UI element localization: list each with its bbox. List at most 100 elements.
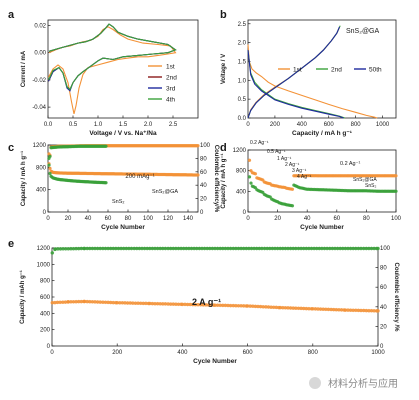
y-tick-label-e: 400: [40, 311, 51, 317]
x-tick-label-b: 200: [270, 122, 281, 128]
x-tick-label-a: 0.5: [69, 122, 78, 128]
x-tick-label-e: 0: [50, 350, 54, 356]
x-tick-label-b: 600: [324, 122, 335, 128]
y-tick-label-d: 400: [236, 189, 247, 195]
series-point-d: [290, 204, 295, 208]
series-point-d: [247, 175, 252, 179]
y2-tick-label-c: 40: [200, 183, 207, 189]
panel-letter-c: c: [8, 142, 14, 154]
y2-tick-label-c: 80: [200, 156, 207, 162]
x-tick-label-a: 2.5: [169, 122, 178, 128]
x-tick-label-c: 40: [85, 216, 92, 222]
series-line-b: [247, 50, 344, 119]
x-axis-label-c: Cycle Number: [101, 224, 145, 231]
series-point-d: [249, 181, 253, 185]
y-tick-label-e: 1200: [37, 246, 51, 252]
series-point-c: [48, 171, 52, 176]
series-point-d: [394, 189, 398, 193]
y-tick-label-c: 0: [43, 210, 47, 216]
y-axis-label-d: Capacity / mA h g⁻¹: [220, 153, 227, 208]
series-point-d: [290, 187, 295, 191]
x-tick-label-a: 2.0: [144, 122, 153, 128]
legend-label-a: 1st: [166, 64, 175, 71]
panel-letter-d: d: [220, 142, 227, 154]
annotation-c: SnS₂: [112, 199, 125, 205]
annotation-e: 2 A g⁻¹: [192, 297, 221, 307]
y-tick-label-d: 1200: [233, 148, 247, 154]
plot-frame-b: [247, 19, 397, 119]
legend-label-a: 4th: [166, 97, 175, 104]
x-tick-label-c: 80: [125, 216, 132, 222]
annotation-d: 1 Ag⁻¹: [277, 156, 292, 162]
x-tick-label-e: 1000: [371, 350, 385, 356]
y-tick-label-a: 0.00: [34, 51, 46, 57]
annotation-d: 0.2 Ag⁻¹: [340, 161, 361, 167]
y-tick-label-e: 600: [40, 295, 51, 301]
watermark: 材料分析与应用: [309, 377, 398, 390]
annotation-d: 0.2 Ag⁻¹: [250, 140, 269, 146]
x-tick-label-a: 1.5: [119, 122, 128, 128]
plot-frame-d: [247, 149, 397, 213]
panel-letter-e: e: [8, 238, 14, 250]
annotation-d: SnS₂: [365, 183, 376, 189]
y-tick-label-c: 1200: [33, 143, 47, 149]
x-axis-label-d: Cycle Number: [300, 224, 344, 231]
panel-c: c 0 20 40 60 80 100 120 140 0 400 800 1200 0 20 40 60 80 1…: [8, 142, 219, 231]
x-tick-label-b: 800: [351, 122, 362, 128]
panel-letter-b: b: [220, 9, 227, 21]
y-tick-label-e: 0: [47, 344, 51, 350]
x-tick-label-d: 0: [246, 216, 250, 222]
annotation-c: 200 mAg⁻¹: [125, 174, 154, 180]
y-tick-label-e: 800: [40, 279, 51, 285]
y-tick-label-d: 0: [243, 210, 247, 216]
y-tick-label-e: 1000: [37, 262, 51, 268]
x-tick-label-d: 20: [274, 216, 281, 222]
series-line-b: [247, 50, 346, 119]
y2-tick-label-e: 80: [380, 266, 387, 272]
legend-label-b: 2nd: [331, 67, 342, 74]
x-axis-label-a: Voltage / V vs. Na⁺/Na: [89, 130, 157, 137]
legend-label-a: 3rd: [166, 86, 176, 93]
y-axis-label-e: Capacity / mAh g⁻¹: [19, 270, 26, 324]
annotation-d: 0.5 Ag⁻¹: [267, 149, 286, 155]
y-axis-label-b: Voltage / V: [221, 54, 227, 84]
y2-tick-label-e: 0: [380, 344, 384, 350]
y-tick-label-b: 0.0: [238, 116, 247, 122]
y2-axis-label-e: Coulombic efficiency /%: [393, 262, 399, 332]
annotation-c: SnS₂@GA: [152, 189, 178, 195]
x-tick-label-d: 40: [304, 216, 311, 222]
series-point-c: [104, 144, 108, 148]
y-tick-label-b: 2.0: [238, 41, 247, 47]
series-line-b: [247, 26, 341, 119]
x-tick-label-e: 200: [112, 350, 123, 356]
panel-title-b: SnS₂@GA: [346, 28, 379, 35]
y-tick-label-a: -0.04: [32, 105, 46, 111]
y-axis-label-a: Current / mA: [21, 50, 27, 87]
legend-label-a: 2nd: [166, 75, 177, 82]
series-point-c: [196, 173, 200, 177]
series-line-b: [247, 44, 378, 119]
x-tick-label-e: 600: [243, 350, 254, 356]
x-tick-label-d: 60: [333, 216, 340, 222]
y-tick-label-d: 800: [236, 169, 247, 175]
series-point-e: [376, 309, 380, 313]
x-tick-label-c: 120: [163, 216, 174, 222]
y2-tick-label-e: 100: [380, 246, 391, 252]
y-tick-label-b: 1.0: [238, 78, 247, 84]
series-point-d: [247, 158, 252, 162]
series-point-d: [253, 172, 258, 176]
x-tick-label-c: 60: [105, 216, 112, 222]
legend-label-b: 50th: [369, 67, 382, 74]
annotation-d: 2 Ag⁻¹: [285, 162, 300, 168]
x-tick-label-e: 800: [308, 350, 319, 356]
x-tick-label-b: 1000: [376, 122, 390, 128]
series-point-c: [48, 166, 52, 171]
series-point-e: [50, 251, 55, 255]
series-point-d: [394, 174, 398, 178]
series-point-c: [104, 181, 108, 185]
series-point-e: [376, 246, 380, 251]
x-axis-label-e: Cycle Number: [193, 358, 237, 365]
series-point-c: [48, 154, 52, 159]
x-tick-label-b: 0: [246, 122, 250, 128]
